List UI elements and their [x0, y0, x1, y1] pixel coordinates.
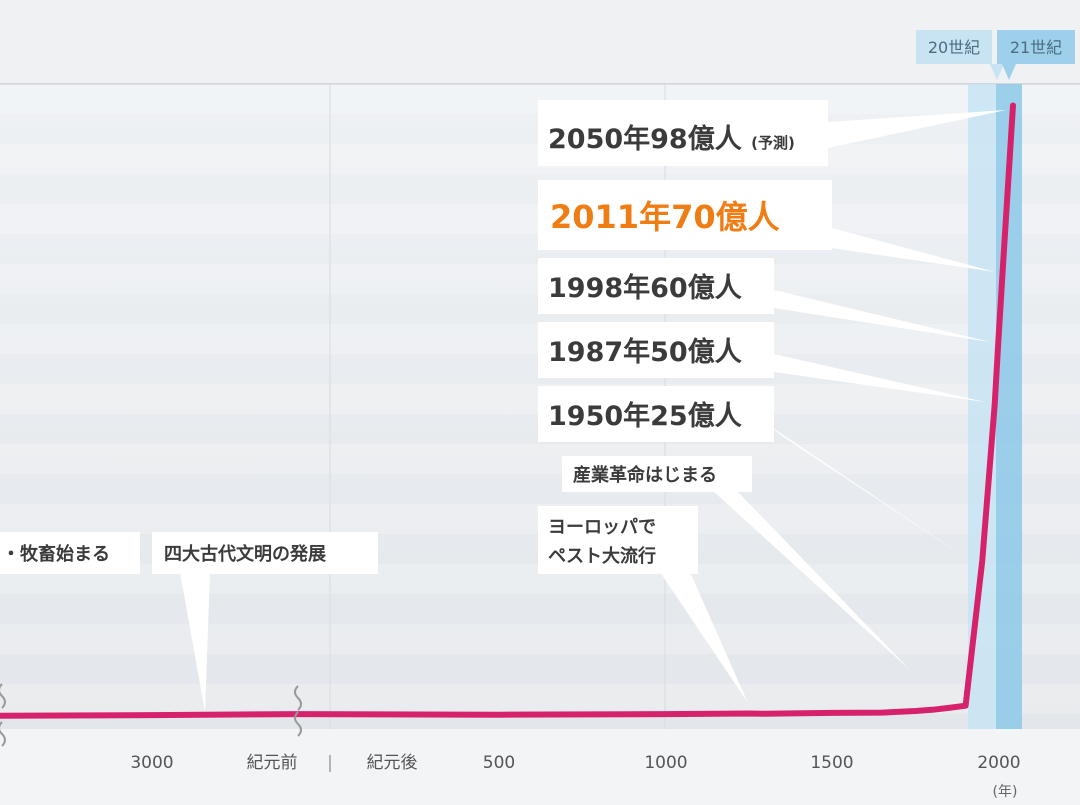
- stripe: [0, 444, 1080, 474]
- callout-leader: [712, 490, 910, 670]
- callout-leader: [180, 572, 210, 712]
- callout-1950-text: 1950年25億人: [548, 400, 742, 432]
- callout-industrial: 産業革命はじまる: [562, 456, 752, 492]
- century-20-tag: [916, 30, 992, 64]
- x-axis: 3000 紀元前 | 紀元後 500 1000 1500 2000 (年): [130, 753, 1020, 800]
- century-21-label: 21世紀: [1010, 38, 1062, 57]
- x-tick-label: 1000: [644, 753, 687, 773]
- callout-1950: 1950年25億人: [538, 386, 774, 442]
- callout-leader: [828, 110, 1006, 148]
- century-21-pointer: [1002, 64, 1016, 80]
- callout-pastoral: ・牧畜始まる: [0, 532, 140, 574]
- century-20-pointer: [990, 64, 1004, 80]
- population-line: [0, 102, 1016, 719]
- callouts: 2050年98億人 (予測) 2011年70億人 1998年60億人 1987年…: [0, 100, 832, 574]
- header-strip: [0, 0, 1080, 84]
- axis-break-mark: [0, 683, 6, 709]
- x-tick-label: 紀元前: [247, 753, 298, 773]
- callout-leader: [832, 228, 995, 272]
- callout-leader: [774, 290, 990, 342]
- axis-strip: [0, 729, 1080, 805]
- callout-plague-text2: ペスト大流行: [548, 545, 656, 567]
- century-21-tag: [997, 30, 1075, 64]
- callout-leaders: [180, 110, 1006, 712]
- x-tick-label: 1500: [810, 753, 853, 773]
- callout-2050: 2050年98億人 (予測): [538, 100, 828, 166]
- century-20-label: 20世紀: [928, 38, 980, 57]
- callout-pastoral-text: ・牧畜始まる: [2, 543, 110, 565]
- x-tick-label: 2000: [977, 753, 1020, 773]
- stripe: [0, 624, 1080, 654]
- x-tick-label: 紀元後: [367, 753, 418, 773]
- callout-leader: [770, 426, 978, 566]
- callout-1998: 1998年60億人: [538, 258, 774, 314]
- axis-break-mark: [294, 711, 302, 737]
- callout-plague: ヨーロッパで ペスト大流行: [538, 506, 698, 574]
- callout-leader: [774, 354, 985, 402]
- callout-1987: 1987年50億人: [538, 322, 774, 378]
- callout-leader: [660, 572, 748, 703]
- axis-break-mark: [294, 685, 302, 711]
- axis-break-mark: [0, 721, 6, 747]
- x-tick-divider: |: [327, 753, 333, 773]
- svg-text:2050年98億人 (予測): 2050年98億人 (予測): [548, 123, 795, 155]
- callout-industrial-text: 産業革命はじまる: [573, 464, 717, 486]
- callout-plague-text1: ヨーロッパで: [548, 517, 656, 538]
- callout-2050-text: 2050年98億人: [548, 123, 742, 155]
- callout-2011: 2011年70億人: [538, 180, 832, 250]
- callout-1998-text: 1998年60億人: [548, 272, 742, 304]
- callout-2050-suffix: (予測): [751, 134, 795, 152]
- x-tick-label: 3000: [130, 753, 173, 773]
- x-tick-label: 500: [483, 753, 515, 773]
- callout-2011-text: 2011年70億人: [550, 198, 780, 236]
- callout-civilization: 四大古代文明の発展: [152, 532, 378, 574]
- callout-1987-text: 1987年50億人: [548, 336, 742, 368]
- callout-civilization-text: 四大古代文明の発展: [164, 543, 327, 565]
- x-unit-label: (年): [993, 784, 1018, 800]
